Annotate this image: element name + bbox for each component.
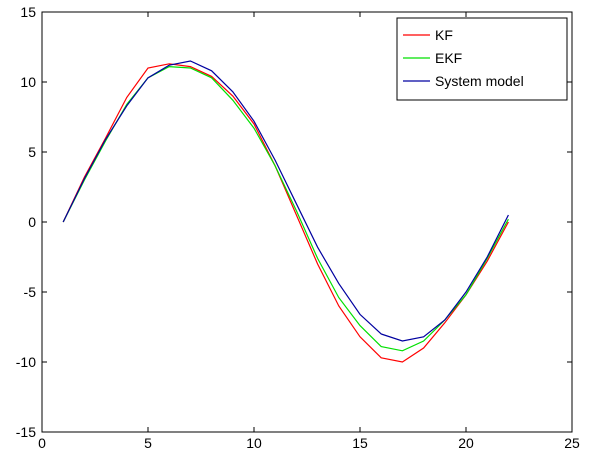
x-tick-label: 15 [352, 435, 368, 451]
x-tick-label: 20 [458, 435, 474, 451]
series-line-1 [62, 63, 509, 363]
legend-label-2: EKF [435, 50, 462, 66]
legend-label-3: System model [435, 73, 524, 89]
y-tick-label: 5 [28, 144, 36, 160]
legend-box [396, 17, 568, 101]
y-tick-label: 0 [28, 214, 36, 230]
y-tick-label: 10 [20, 74, 36, 90]
y-tick-label: -5 [24, 284, 37, 300]
ticks-layer: 0 5 10 15 20 25 -15 -10 -5 0 5 10 15 [16, 4, 580, 451]
x-tick-label: 5 [144, 435, 152, 451]
legend: KF EKF System model [396, 17, 568, 101]
series-line-3 [62, 60, 509, 342]
series-layer [62, 60, 509, 363]
y-tick-label: -15 [16, 424, 36, 440]
x-tick-label: 10 [246, 435, 262, 451]
legend-label-1: KF [435, 27, 453, 43]
y-tick-label: 15 [20, 4, 36, 20]
x-tick-label: 25 [564, 435, 580, 451]
y-tick-label: -10 [16, 354, 36, 370]
x-tick-label: 0 [38, 435, 46, 451]
